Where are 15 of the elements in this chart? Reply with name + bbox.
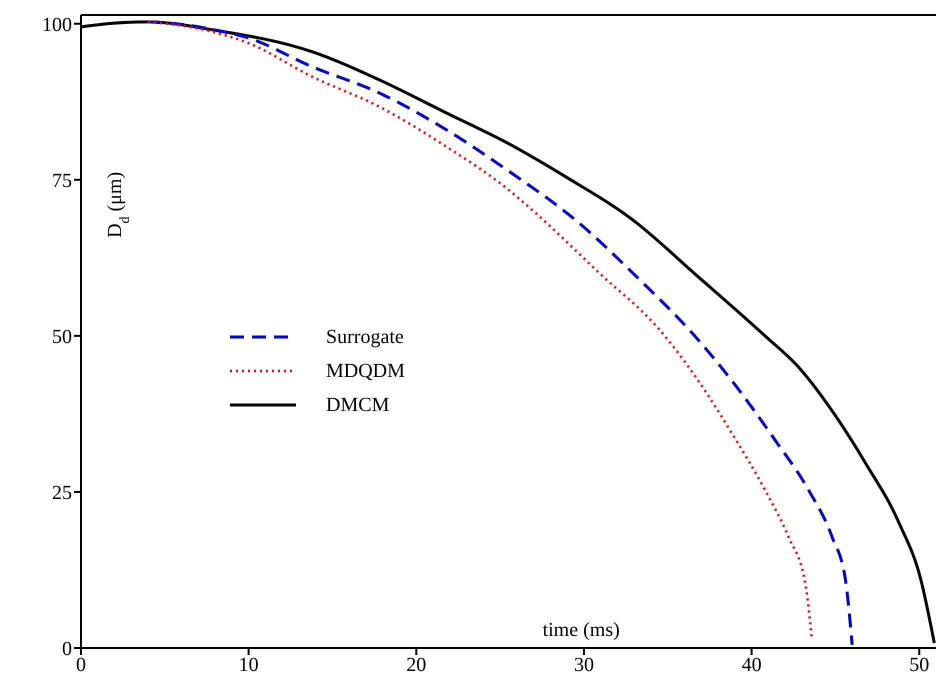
legend-label: MDQDM — [326, 360, 405, 382]
y-tick-label: 100 — [42, 14, 72, 36]
y-tick-label: 50 — [52, 326, 72, 348]
x-tick-label: 30 — [574, 654, 594, 676]
y-tick-label: 75 — [52, 170, 72, 192]
x-tick-label: 0 — [76, 654, 86, 676]
x-axis-title: time (ms) — [542, 619, 620, 641]
x-tick-label: 50 — [909, 654, 930, 676]
legend-label: Surrogate — [326, 326, 404, 348]
x-tick-label: 20 — [406, 654, 426, 676]
y-tick-label: 25 — [52, 482, 72, 504]
x-tick-label: 40 — [742, 654, 762, 676]
x-tick-label: 10 — [238, 654, 259, 676]
legend-label: DMCM — [326, 394, 390, 416]
y-tick-label: 0 — [62, 638, 72, 660]
